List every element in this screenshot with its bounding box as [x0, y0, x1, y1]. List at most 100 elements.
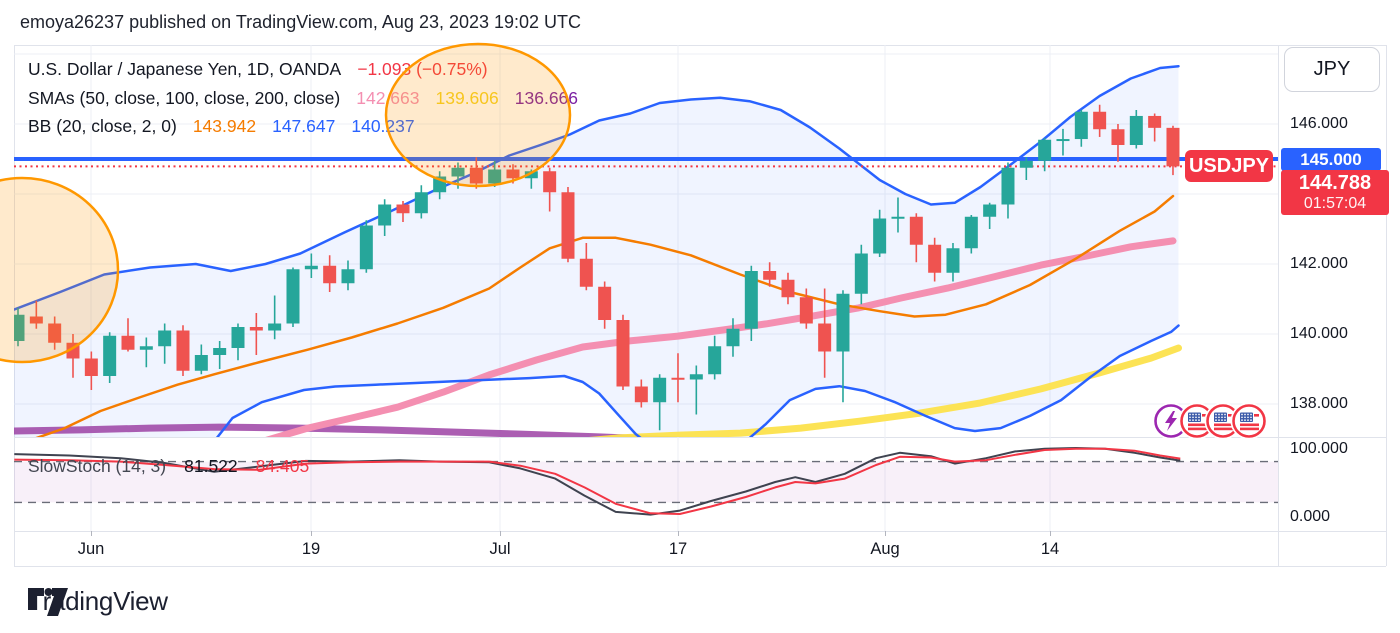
- candle: [231, 323, 245, 361]
- candle: [726, 318, 740, 357]
- candle: [744, 265, 758, 341]
- candle: [873, 209, 887, 257]
- bb-lower-value: 140.237: [351, 116, 415, 136]
- stoch-d-value: 84.405: [255, 456, 310, 476]
- sma200-value: 136.666: [514, 88, 579, 108]
- bollinger-fill: [14, 66, 1179, 437]
- candle: [249, 313, 263, 355]
- candle: [616, 314, 630, 390]
- last-price-value: 144.788: [1298, 171, 1372, 194]
- bb-legend-row: BB (20, close, 2, 0) 143.942 147.647 140…: [28, 116, 415, 137]
- price-tick-label: 146.000: [1290, 115, 1348, 132]
- economic-event-icon[interactable]: [1152, 402, 1190, 440]
- tradingview-logo[interactable]: TradingView: [28, 586, 168, 617]
- candle: [1166, 125, 1180, 176]
- candle: [103, 332, 117, 383]
- candle: [323, 255, 337, 292]
- candle: [1019, 157, 1033, 180]
- candle: [689, 365, 703, 415]
- candle: [598, 281, 612, 329]
- sma100-value: 139.606: [435, 88, 499, 108]
- candle: [1129, 110, 1143, 149]
- candle: [194, 344, 208, 375]
- time-tick-label: Aug: [870, 540, 900, 558]
- symbol-price-label: USDJPY: [1185, 150, 1273, 182]
- candle: [359, 220, 373, 273]
- candle: [268, 295, 282, 340]
- price-tick-label: 140.000: [1290, 325, 1348, 342]
- candle: [763, 262, 777, 287]
- price-tick-label: 138.000: [1290, 395, 1348, 412]
- candle: [708, 335, 722, 380]
- stoch-d-line: [14, 447, 1181, 515]
- stochastic-pane[interactable]: [14, 437, 1278, 531]
- main-price-pane[interactable]: [14, 45, 1278, 437]
- candle: [378, 199, 392, 236]
- candle: [1148, 113, 1162, 142]
- bb-lower-line: [215, 374, 642, 437]
- candle: [158, 323, 172, 364]
- stoch-tick-label: 100.000: [1290, 440, 1348, 457]
- stoch-label: SlowStoch (14, 3): [28, 456, 167, 476]
- candle: [139, 337, 153, 368]
- bar-countdown: 01:57:04: [1303, 194, 1367, 212]
- candle: [928, 237, 942, 282]
- candle: [946, 243, 960, 282]
- candle: [799, 288, 813, 329]
- candle: [854, 244, 868, 305]
- bb-upper-value: 147.647: [272, 116, 336, 136]
- smas-legend-row: SMAs (50, close, 100, close, 200, close)…: [28, 88, 578, 109]
- candle: [121, 318, 135, 352]
- us-flag-icon[interactable]: [1178, 402, 1216, 440]
- sma200-line: [14, 423, 686, 437]
- time-tick-label: Jul: [489, 540, 511, 558]
- candle: [213, 341, 227, 369]
- stoch-legend-row: SlowStoch (14, 3) 81.522 84.405: [28, 456, 309, 477]
- candle: [341, 260, 355, 291]
- symbol-title: U.S. Dollar / Japanese Yen, 1D, OANDA: [28, 59, 342, 79]
- sma50-value: 142.663: [356, 88, 420, 108]
- candle: [818, 288, 832, 378]
- candle: [1001, 162, 1015, 219]
- candle: [964, 215, 978, 254]
- bb-basis-value: 143.942: [192, 116, 257, 136]
- candle: [176, 325, 190, 376]
- time-tick-label: 17: [668, 540, 688, 558]
- candle: [891, 197, 905, 233]
- candle: [304, 253, 318, 278]
- bb-basis-line: [35, 194, 1175, 437]
- candle: [579, 243, 593, 291]
- currency-toggle-button[interactable]: JPY: [1284, 47, 1380, 92]
- candle: [909, 213, 923, 263]
- time-tick-label: 14: [1040, 540, 1060, 558]
- time-axis[interactable]: Jun 19 Jul 17 Aug 14: [14, 531, 1386, 566]
- symbol-legend-row: U.S. Dollar / Japanese Yen, 1D, OANDA −1…: [28, 59, 488, 80]
- last-price-badge: 144.788 01:57:04: [1281, 170, 1389, 215]
- candle: [653, 374, 667, 431]
- candle: [781, 272, 795, 305]
- candle: [414, 185, 428, 219]
- economic-event-icons[interactable]: [1152, 402, 1268, 440]
- candle: [1074, 109, 1088, 147]
- stoch-k-line: [14, 447, 1181, 516]
- time-tick-mark: [885, 531, 886, 536]
- candle: [1111, 124, 1125, 162]
- candle: [1038, 138, 1052, 172]
- change-value: −1.093 (−0.75%): [357, 59, 488, 79]
- time-tick-mark: [311, 531, 312, 536]
- time-tick-mark: [678, 531, 679, 536]
- candle: [286, 267, 300, 327]
- bb-label: BB (20, close, 2, 0): [28, 116, 177, 136]
- candle: [1093, 104, 1107, 137]
- stoch-k-value: 81.522: [184, 456, 238, 476]
- price-axis[interactable]: JPY 146.000 142.000 140.000 138.000 100.000 0…: [1278, 45, 1400, 566]
- axis-separator: [14, 531, 1386, 532]
- candle: [396, 201, 410, 222]
- price-tick-label: 142.000: [1290, 255, 1348, 272]
- time-tick-mark: [500, 531, 501, 536]
- pane-separator[interactable]: [14, 437, 1386, 438]
- sma50-line: [265, 237, 1177, 437]
- us-flag-icon[interactable]: [1230, 402, 1268, 440]
- candle: [561, 187, 575, 263]
